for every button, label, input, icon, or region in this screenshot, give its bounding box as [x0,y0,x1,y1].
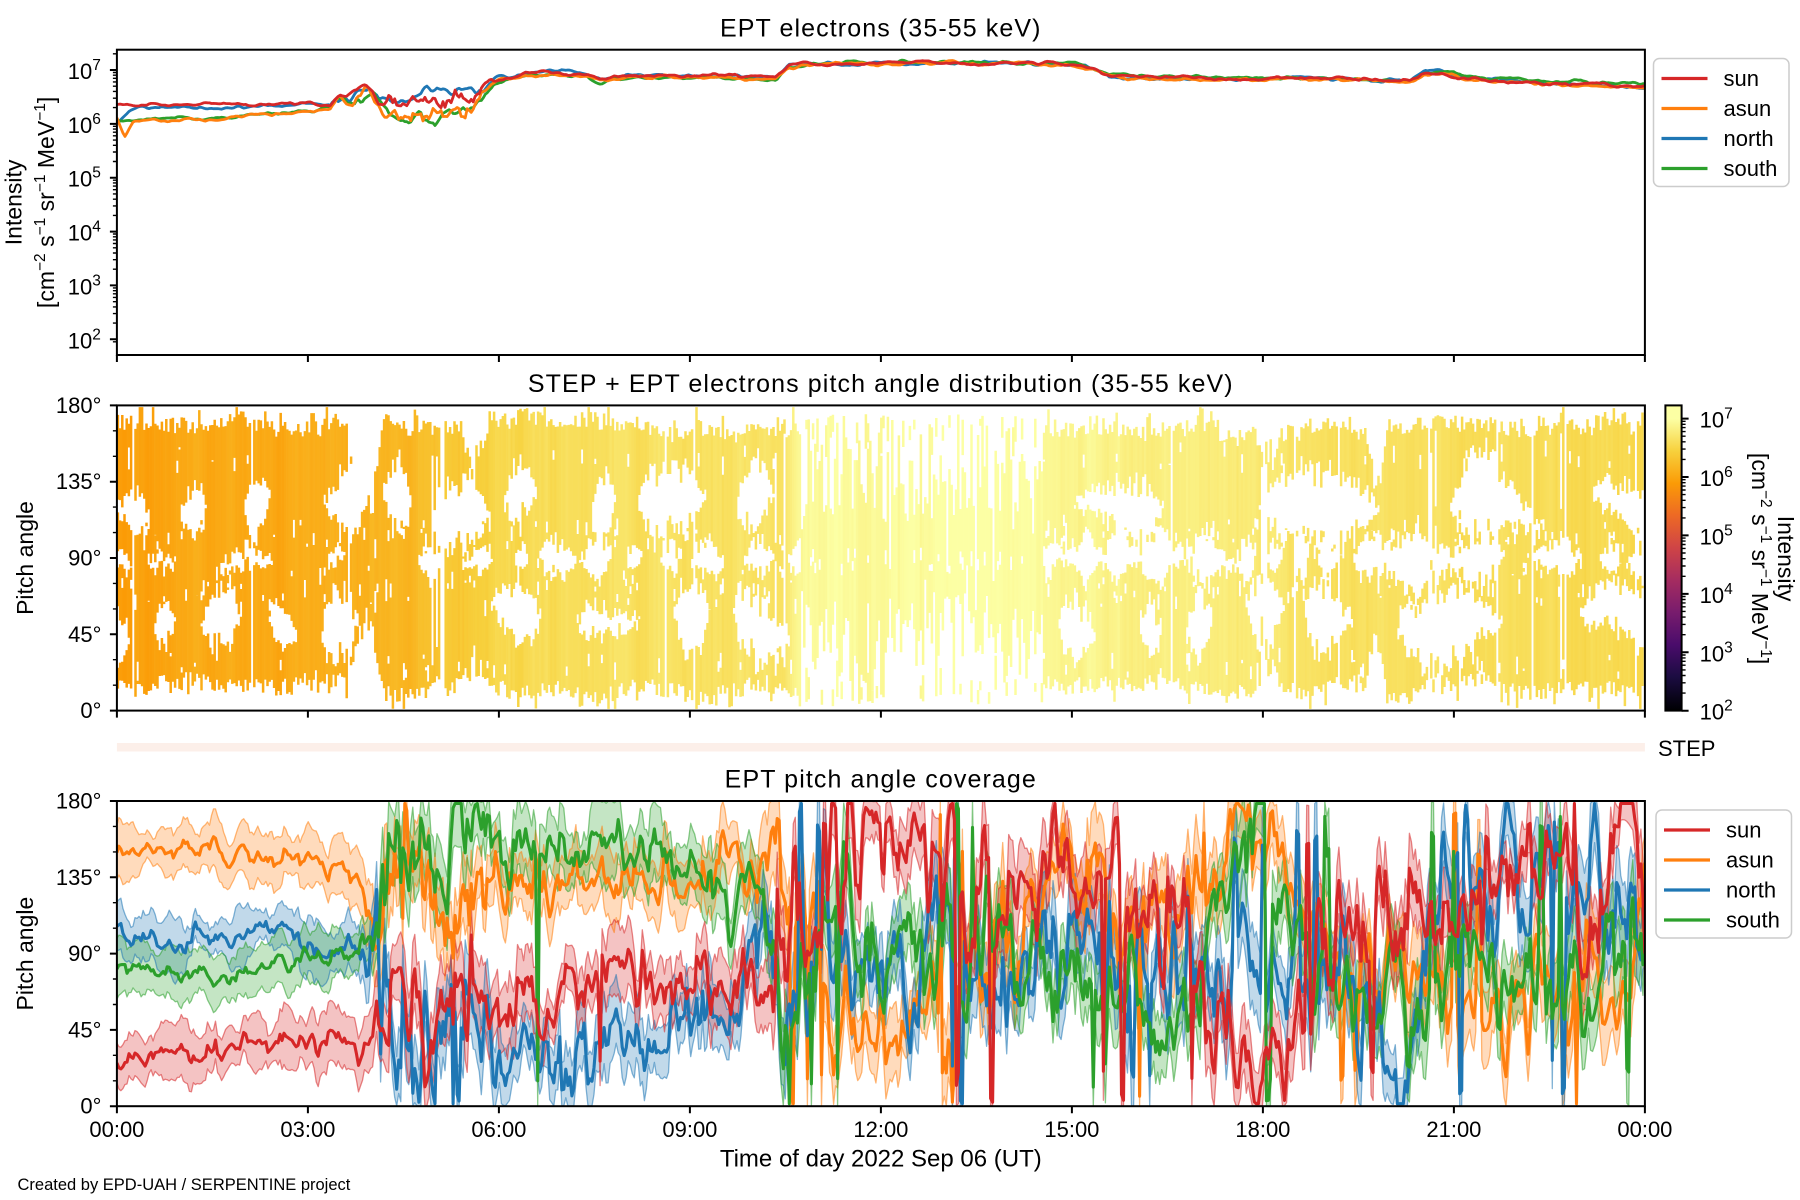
svg-text:00:00: 00:00 [1617,1117,1672,1142]
svg-text:90°: 90° [68,546,101,571]
svg-text:102: 102 [68,326,101,353]
svg-text:00:00: 00:00 [89,1117,144,1142]
svg-text:Created by EPD-UAH / SERPENTIN: Created by EPD-UAH / SERPENTINE project [18,1176,351,1194]
svg-text:STEP + EPT electrons pitch ang: STEP + EPT electrons pitch angle distrib… [528,370,1234,398]
svg-text:45°: 45° [68,1017,101,1042]
svg-text:north: north [1726,878,1776,903]
svg-text:104: 104 [1700,581,1733,608]
svg-text:135°: 135° [56,865,102,890]
svg-text:Intensity: Intensity [1,159,27,245]
svg-text:18:00: 18:00 [1235,1117,1290,1142]
svg-text:0°: 0° [80,1094,101,1119]
svg-text:09:00: 09:00 [662,1117,717,1142]
svg-text:90°: 90° [68,941,101,966]
svg-text:102: 102 [1700,698,1733,725]
svg-text:103: 103 [68,272,101,299]
svg-text:03:00: 03:00 [280,1117,335,1142]
svg-text:21:00: 21:00 [1426,1117,1481,1142]
svg-text:asun: asun [1726,848,1774,873]
svg-text:EPT pitch angle coverage: EPT pitch angle coverage [725,766,1037,794]
svg-text:15:00: 15:00 [1044,1117,1099,1142]
svg-text:180°: 180° [56,789,102,814]
svg-text:north: north [1724,126,1774,151]
svg-text:south: south [1726,908,1780,933]
svg-text:135°: 135° [56,469,102,494]
svg-text:sun: sun [1724,66,1759,91]
svg-text:[cm−2 s−1 sr−1 MeV−1]: [cm−2 s−1 sr−1 MeV−1] [32,97,59,308]
svg-text:Intensity: Intensity [1773,516,1799,602]
svg-text:Pitch angle: Pitch angle [12,897,38,1011]
svg-text:105: 105 [1700,522,1733,549]
svg-text:Pitch angle: Pitch angle [12,501,38,615]
svg-text:105: 105 [68,165,101,192]
svg-text:Time of day 2022 Sep 06 (UT): Time of day 2022 Sep 06 (UT) [720,1146,1042,1173]
svg-text:107: 107 [1700,406,1733,433]
svg-text:180°: 180° [56,393,102,418]
svg-text:0°: 0° [80,698,101,723]
svg-text:south: south [1724,156,1778,181]
svg-text:[cm−2 s−1 sr−1 MeV−1]: [cm−2 s−1 sr−1 MeV−1] [1747,453,1774,664]
svg-text:107: 107 [68,57,101,84]
svg-text:STEP: STEP [1658,736,1715,761]
svg-text:106: 106 [1700,464,1733,491]
svg-text:106: 106 [68,111,101,138]
svg-text:103: 103 [1700,639,1733,666]
svg-text:asun: asun [1724,96,1772,121]
svg-text:sun: sun [1726,818,1761,843]
svg-text:06:00: 06:00 [471,1117,526,1142]
svg-text:45°: 45° [68,622,101,647]
svg-text:EPT electrons (35-55 keV): EPT electrons (35-55 keV) [720,15,1042,43]
svg-text:12:00: 12:00 [853,1117,908,1142]
svg-text:104: 104 [68,219,101,246]
